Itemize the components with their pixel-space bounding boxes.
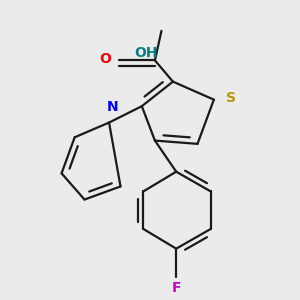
Text: N: N (106, 100, 118, 114)
Text: OH: OH (135, 46, 158, 60)
Text: F: F (172, 281, 181, 296)
Text: S: S (226, 91, 236, 105)
Text: O: O (99, 52, 111, 66)
